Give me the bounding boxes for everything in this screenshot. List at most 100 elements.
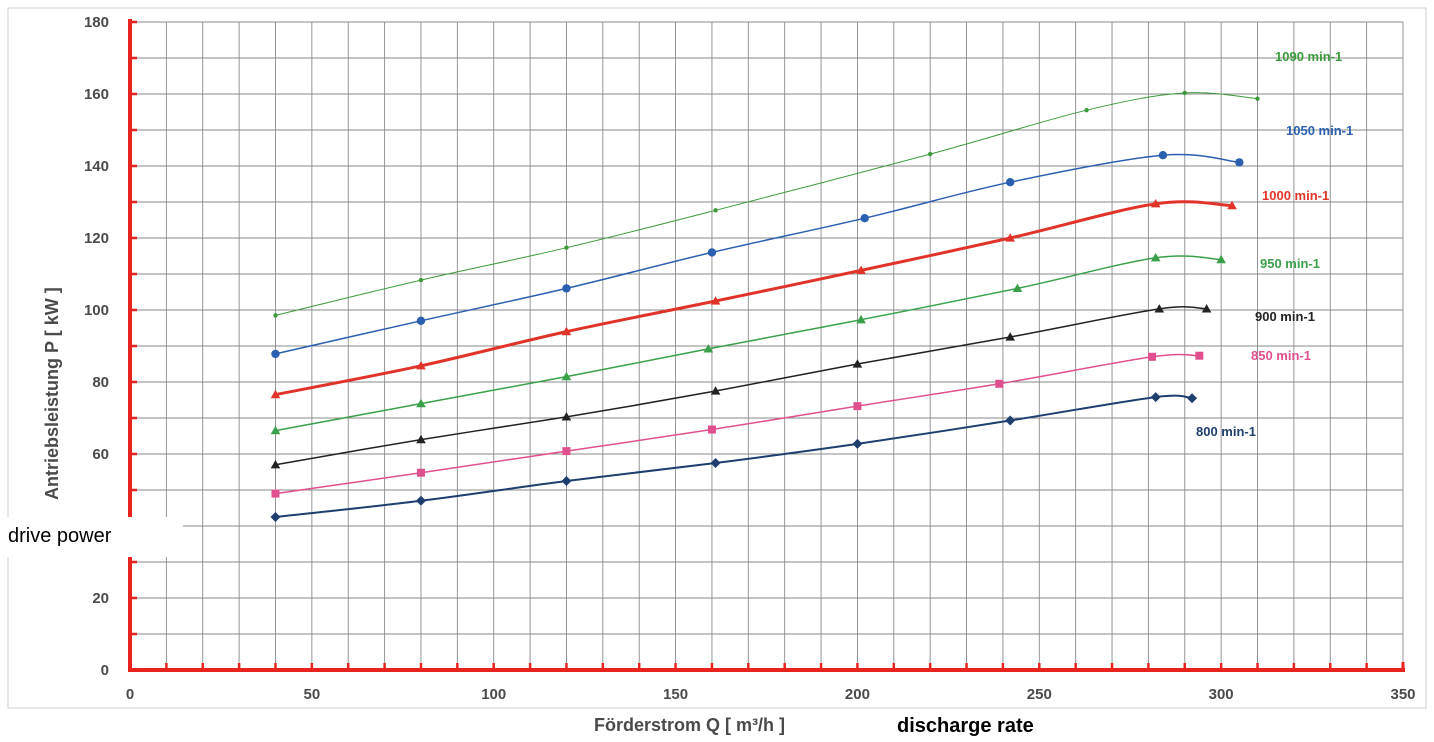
x-tick-label: 0 xyxy=(126,686,134,703)
series-900-min-1 xyxy=(270,304,1212,469)
data-point xyxy=(1150,253,1161,262)
y-tick-label: 140 xyxy=(84,158,109,175)
data-point xyxy=(852,359,863,368)
series-label: 850 min-1 xyxy=(1251,348,1311,363)
axes-layer: 0204060801001201401601800501001502002503… xyxy=(84,14,1416,703)
y-tick-label: 120 xyxy=(84,230,109,247)
data-point xyxy=(271,489,280,498)
data-point xyxy=(710,458,721,468)
data-point xyxy=(852,438,863,449)
x-tick-label: 50 xyxy=(304,686,321,703)
annotation-backdrop xyxy=(0,517,183,557)
data-point xyxy=(416,398,426,408)
labels-layer: 1090 min-1 1050 min-1 1000 min-1 950 min-1 9… xyxy=(1196,49,1353,439)
data-point xyxy=(270,389,281,399)
data-point xyxy=(710,386,721,395)
y-tick-label: 80 xyxy=(92,374,109,391)
series-label: 1050 min-1 xyxy=(1286,123,1353,138)
data-point xyxy=(561,412,572,421)
y-axis-annotation: drive power xyxy=(8,525,112,547)
data-point xyxy=(562,284,571,293)
data-point xyxy=(561,371,572,381)
data-point xyxy=(703,344,714,353)
data-point xyxy=(564,245,569,250)
data-point xyxy=(1084,108,1089,113)
y-tick-label: 160 xyxy=(84,86,109,103)
series-label: 1090 min-1 xyxy=(1275,49,1342,64)
series-line xyxy=(275,306,1207,466)
curves-layer xyxy=(270,90,1260,522)
data-point xyxy=(1148,352,1157,361)
data-point xyxy=(273,313,278,318)
series-1000-min-1 xyxy=(270,199,1237,399)
series-label: 1000 min-1 xyxy=(1262,188,1329,203)
data-point xyxy=(270,512,281,522)
data-point xyxy=(1005,332,1015,341)
data-point xyxy=(1005,415,1016,426)
x-tick-label: 300 xyxy=(1209,686,1234,703)
data-point xyxy=(1216,254,1226,264)
data-point xyxy=(1012,283,1023,292)
data-point xyxy=(561,476,572,486)
data-point xyxy=(416,468,425,477)
data-point xyxy=(1187,393,1198,404)
x-tick-label: 200 xyxy=(845,686,870,703)
data-point xyxy=(1235,158,1244,167)
data-point xyxy=(707,425,716,434)
data-point xyxy=(415,495,426,506)
x-axis-title: Förderstrom Q [ m³/h ] xyxy=(594,715,785,735)
data-point xyxy=(1005,178,1015,187)
data-point xyxy=(416,361,426,370)
data-point xyxy=(1150,392,1161,403)
data-point xyxy=(707,248,717,257)
data-point xyxy=(1195,351,1204,360)
x-axis-annotation: discharge rate xyxy=(897,715,1034,737)
data-point xyxy=(860,214,869,223)
data-point xyxy=(1201,304,1212,313)
y-tick-label: 180 xyxy=(84,14,109,31)
data-point xyxy=(713,208,718,213)
series-1090-min-1 xyxy=(273,90,1260,318)
data-point xyxy=(995,379,1004,388)
data-point xyxy=(856,314,866,324)
series-line xyxy=(275,200,1233,397)
data-point xyxy=(271,349,280,359)
data-point xyxy=(1227,200,1237,210)
y-axis-title: Antriebsleistung P [ kW ] xyxy=(42,287,62,500)
data-point xyxy=(1255,96,1260,101)
data-point xyxy=(270,425,281,435)
x-tick-label: 350 xyxy=(1390,686,1415,703)
data-point xyxy=(562,447,571,456)
data-point xyxy=(1182,90,1187,96)
data-point xyxy=(856,265,866,274)
y-tick-label: 60 xyxy=(92,446,109,463)
x-tick-label: 100 xyxy=(481,686,506,703)
series-line xyxy=(275,255,1222,432)
data-point xyxy=(416,434,426,444)
data-point xyxy=(418,277,424,283)
series-label: 900 min-1 xyxy=(1255,309,1315,324)
page-frame xyxy=(7,7,1427,709)
data-point xyxy=(1154,304,1165,313)
y-tick-label: 20 xyxy=(92,590,109,607)
y-tick-label: 0 xyxy=(101,662,109,679)
grid-layer xyxy=(7,7,1427,709)
data-point xyxy=(710,296,721,305)
data-point xyxy=(927,151,933,157)
series-1050-min-1 xyxy=(271,151,1244,359)
data-point xyxy=(270,460,281,469)
series-800-min-1 xyxy=(270,392,1198,522)
series-850-min-1 xyxy=(271,351,1204,498)
series-950-min-1 xyxy=(270,253,1226,435)
x-tick-label: 150 xyxy=(663,686,688,703)
data-point xyxy=(853,402,862,411)
data-point xyxy=(416,316,426,325)
data-point xyxy=(561,326,572,336)
series-line xyxy=(275,92,1258,316)
series-line xyxy=(275,394,1193,518)
series-line xyxy=(275,353,1200,495)
x-tick-label: 250 xyxy=(1027,686,1052,703)
y-tick-label: 100 xyxy=(84,302,109,319)
